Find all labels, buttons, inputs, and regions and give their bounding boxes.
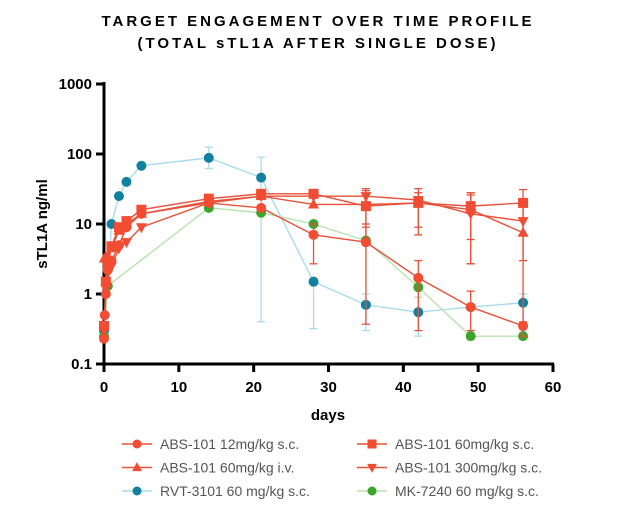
x-axis-label: days [311, 407, 345, 424]
data-point [465, 209, 477, 220]
data-point [413, 272, 424, 283]
x-tick-label: 10 [170, 379, 187, 396]
data-point [102, 261, 113, 272]
legend-marker [132, 462, 142, 472]
x-tick-label: 30 [320, 379, 337, 396]
data-point [136, 160, 147, 171]
legend-marker [132, 486, 142, 496]
data-point [308, 192, 320, 203]
data-point [113, 224, 125, 235]
y-tick-label: 0.1 [71, 356, 92, 373]
x-tick-label: 20 [245, 379, 262, 396]
data-point [308, 276, 319, 287]
chart-title-line-2: (TOTAL sTL1A AFTER SINGLE DOSE) [137, 35, 498, 52]
data-point [308, 229, 319, 240]
data-point [203, 198, 215, 209]
legend-label: ABS-101 300mg/kg s.c. [395, 460, 542, 476]
legend-marker [367, 439, 377, 449]
data-point [256, 172, 267, 183]
data-point [113, 191, 124, 202]
data-point [308, 198, 320, 209]
chart-title-line-1: TARGET ENGAGEMENT OVER TIME PROFILE [101, 13, 534, 30]
legend-item: ABS-101 60mg/kg i.v. [122, 460, 294, 476]
data-point [465, 302, 476, 313]
data-point [105, 262, 117, 273]
data-point [517, 217, 529, 228]
data-point [102, 268, 114, 279]
y-tick-label: 10 [75, 216, 92, 233]
axes: 0.1 1 10 100 1000 0 10 20 30 40 50 60 [59, 76, 562, 396]
y-tick-label: 1 [84, 286, 92, 303]
legend-item: MK-7240 60 mg/kg s.c. [357, 483, 539, 499]
y-tick-label: 1000 [59, 76, 92, 93]
plot-area [98, 146, 529, 344]
y-tick-label: 100 [67, 146, 92, 163]
legend-label: ABS-101 60mg/kg s.c. [395, 436, 534, 452]
legend-label: RVT-3101 60 mg/kg s.c. [160, 483, 310, 499]
legend-marker [132, 439, 142, 449]
legend-label: MK-7240 60 mg/kg s.c. [395, 483, 539, 499]
legend-marker [367, 463, 377, 473]
data-point [100, 276, 111, 287]
legend-item: RVT-3101 60 mg/kg s.c. [122, 483, 310, 499]
data-point [135, 207, 147, 218]
data-point [120, 238, 132, 249]
x-tick-label: 0 [100, 379, 108, 396]
x-tick-label: 40 [395, 379, 412, 396]
data-point [465, 331, 476, 342]
x-tick-label: 60 [545, 379, 562, 396]
legend-label: ABS-101 60mg/kg i.v. [160, 460, 294, 476]
y-axis-label: sTL1A ng/ml [34, 179, 51, 268]
data-point [517, 226, 529, 237]
x-tick-label: 50 [470, 379, 487, 396]
data-point [100, 284, 112, 295]
legend-item: ABS-101 12mg/kg s.c. [122, 436, 299, 452]
legend-marker [367, 486, 377, 496]
data-point [203, 152, 214, 163]
data-point [113, 244, 125, 255]
data-point [98, 326, 110, 337]
series-3 [98, 187, 529, 337]
legend-item: ABS-101 300mg/kg s.c. [357, 460, 542, 476]
legend-label: ABS-101 12mg/kg s.c. [160, 436, 299, 452]
data-point [360, 192, 372, 203]
legend-item: ABS-101 60mg/kg s.c. [357, 436, 534, 452]
data-point [99, 333, 109, 344]
data-point [256, 202, 267, 213]
data-point [102, 249, 114, 260]
data-point [255, 192, 267, 203]
data-point [121, 176, 132, 187]
data-point [412, 196, 424, 207]
data-point [135, 223, 147, 234]
data-point [120, 218, 132, 228]
data-point [105, 242, 117, 253]
legend: ABS-101 12mg/kg s.c. ABS-101 60mg/kg s.c.… [122, 436, 542, 499]
